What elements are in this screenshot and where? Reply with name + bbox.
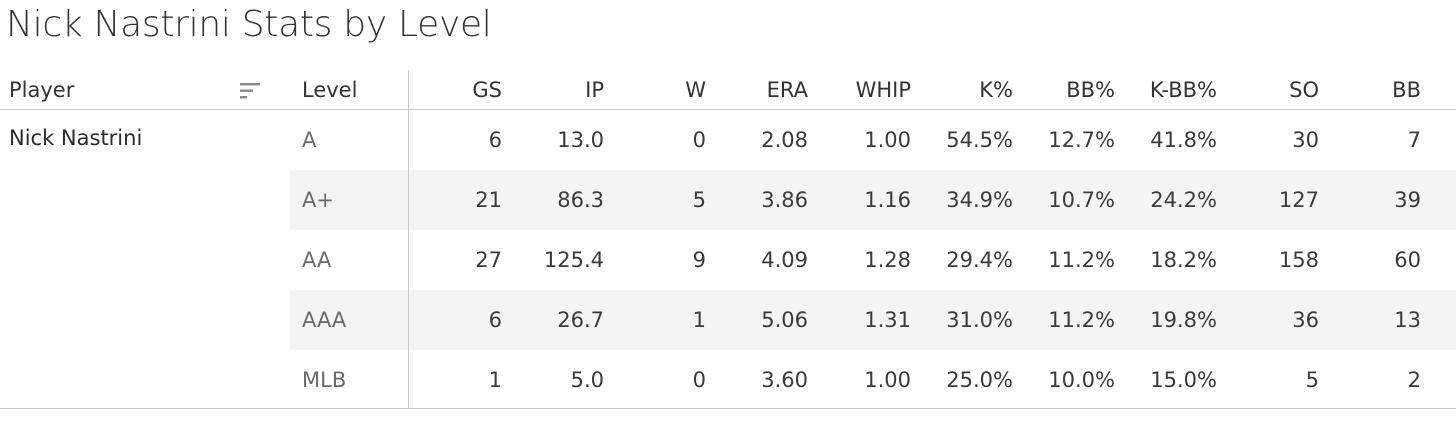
column-divider xyxy=(408,70,409,409)
cell-k-pct: 31.0% xyxy=(946,308,1013,332)
stats-table: Player Level GS IP W ERA WHIP K% BB% K-B… xyxy=(0,70,1456,410)
header-bb-pct[interactable]: BB% xyxy=(1066,78,1115,102)
cell-k-bb-pct: 18.2% xyxy=(1150,248,1217,272)
header-k-bb-pct[interactable]: K-BB% xyxy=(1149,78,1217,102)
cell-ip: 5.0 xyxy=(570,368,604,392)
header-era[interactable]: ERA xyxy=(766,78,808,102)
cell-level: AA xyxy=(302,248,332,272)
cell-level: A+ xyxy=(302,188,334,212)
cell-level: MLB xyxy=(302,368,347,392)
cell-level: A xyxy=(302,128,317,152)
table-header-row: Player Level GS IP W ERA WHIP K% BB% K-B… xyxy=(0,70,1456,110)
cell-ip: 86.3 xyxy=(557,188,604,212)
cell-era: 2.08 xyxy=(761,128,808,152)
cell-w: 0 xyxy=(692,368,706,392)
cell-w: 9 xyxy=(692,248,706,272)
cell-k-pct: 29.4% xyxy=(946,248,1013,272)
cell-k-pct: 54.5% xyxy=(946,128,1013,152)
table-row: A+ 21 86.3 5 3.86 1.16 34.9% 10.7% 24.2% 127 39 xyxy=(290,170,1456,230)
table-row: AAA 6 26.7 1 5.06 1.31 31.0% 11.2% 19.8% 36 13 xyxy=(290,290,1456,350)
header-level[interactable]: Level xyxy=(302,78,358,102)
header-so[interactable]: SO xyxy=(1289,78,1319,102)
cell-so: 5 xyxy=(1305,368,1319,392)
player-name: Nick Nastrini xyxy=(9,126,143,150)
header-gs[interactable]: GS xyxy=(472,78,502,102)
sort-icon[interactable] xyxy=(240,82,262,100)
cell-level: AAA xyxy=(302,308,347,332)
cell-so: 158 xyxy=(1278,248,1319,272)
cell-whip: 1.16 xyxy=(864,188,911,212)
cell-gs: 21 xyxy=(475,188,502,212)
cell-whip: 1.00 xyxy=(864,368,911,392)
cell-bb-pct: 11.2% xyxy=(1048,308,1115,332)
cell-bb-pct: 12.7% xyxy=(1048,128,1115,152)
cell-era: 5.06 xyxy=(761,308,808,332)
cell-so: 127 xyxy=(1278,188,1319,212)
cell-ip: 13.0 xyxy=(557,128,604,152)
cell-bb-pct: 10.0% xyxy=(1048,368,1115,392)
header-bb[interactable]: BB xyxy=(1392,78,1421,102)
header-w[interactable]: W xyxy=(685,78,706,102)
cell-so: 36 xyxy=(1292,308,1319,332)
page-title: Nick Nastrini Stats by Level xyxy=(6,4,492,45)
table-row: MLB 1 5.0 0 3.60 1.00 25.0% 10.0% 15.0% 5 2 xyxy=(290,350,1456,410)
table-bottom-border xyxy=(0,408,1456,409)
cell-bb: 2 xyxy=(1407,368,1421,392)
cell-bb: 13 xyxy=(1394,308,1421,332)
cell-k-bb-pct: 24.2% xyxy=(1150,188,1217,212)
header-whip[interactable]: WHIP xyxy=(855,78,911,102)
cell-era: 3.60 xyxy=(761,368,808,392)
cell-k-bb-pct: 19.8% xyxy=(1150,308,1217,332)
table-row: A 6 13.0 0 2.08 1.00 54.5% 12.7% 41.8% 30 7 xyxy=(290,110,1456,170)
cell-w: 1 xyxy=(692,308,706,332)
cell-k-bb-pct: 41.8% xyxy=(1150,128,1217,152)
cell-bb: 7 xyxy=(1407,128,1421,152)
cell-bb: 60 xyxy=(1394,248,1421,272)
cell-bb-pct: 11.2% xyxy=(1048,248,1115,272)
cell-k-pct: 25.0% xyxy=(946,368,1013,392)
cell-gs: 6 xyxy=(488,128,502,152)
cell-k-pct: 34.9% xyxy=(946,188,1013,212)
cell-k-bb-pct: 15.0% xyxy=(1150,368,1217,392)
cell-whip: 1.00 xyxy=(864,128,911,152)
cell-era: 3.86 xyxy=(761,188,808,212)
cell-gs: 6 xyxy=(488,308,502,332)
table-row: AA 27 125.4 9 4.09 1.28 29.4% 11.2% 18.2% 158 60 xyxy=(290,230,1456,290)
cell-w: 5 xyxy=(692,188,706,212)
cell-w: 0 xyxy=(692,128,706,152)
cell-gs: 1 xyxy=(488,368,502,392)
cell-whip: 1.31 xyxy=(864,308,911,332)
cell-whip: 1.28 xyxy=(864,248,911,272)
cell-era: 4.09 xyxy=(761,248,808,272)
cell-ip: 125.4 xyxy=(543,248,604,272)
cell-so: 30 xyxy=(1292,128,1319,152)
header-k-pct[interactable]: K% xyxy=(979,78,1013,102)
header-ip[interactable]: IP xyxy=(585,78,604,102)
cell-bb-pct: 10.7% xyxy=(1048,188,1115,212)
header-player[interactable]: Player xyxy=(9,78,75,102)
cell-bb: 39 xyxy=(1394,188,1421,212)
cell-gs: 27 xyxy=(475,248,502,272)
cell-ip: 26.7 xyxy=(557,308,604,332)
